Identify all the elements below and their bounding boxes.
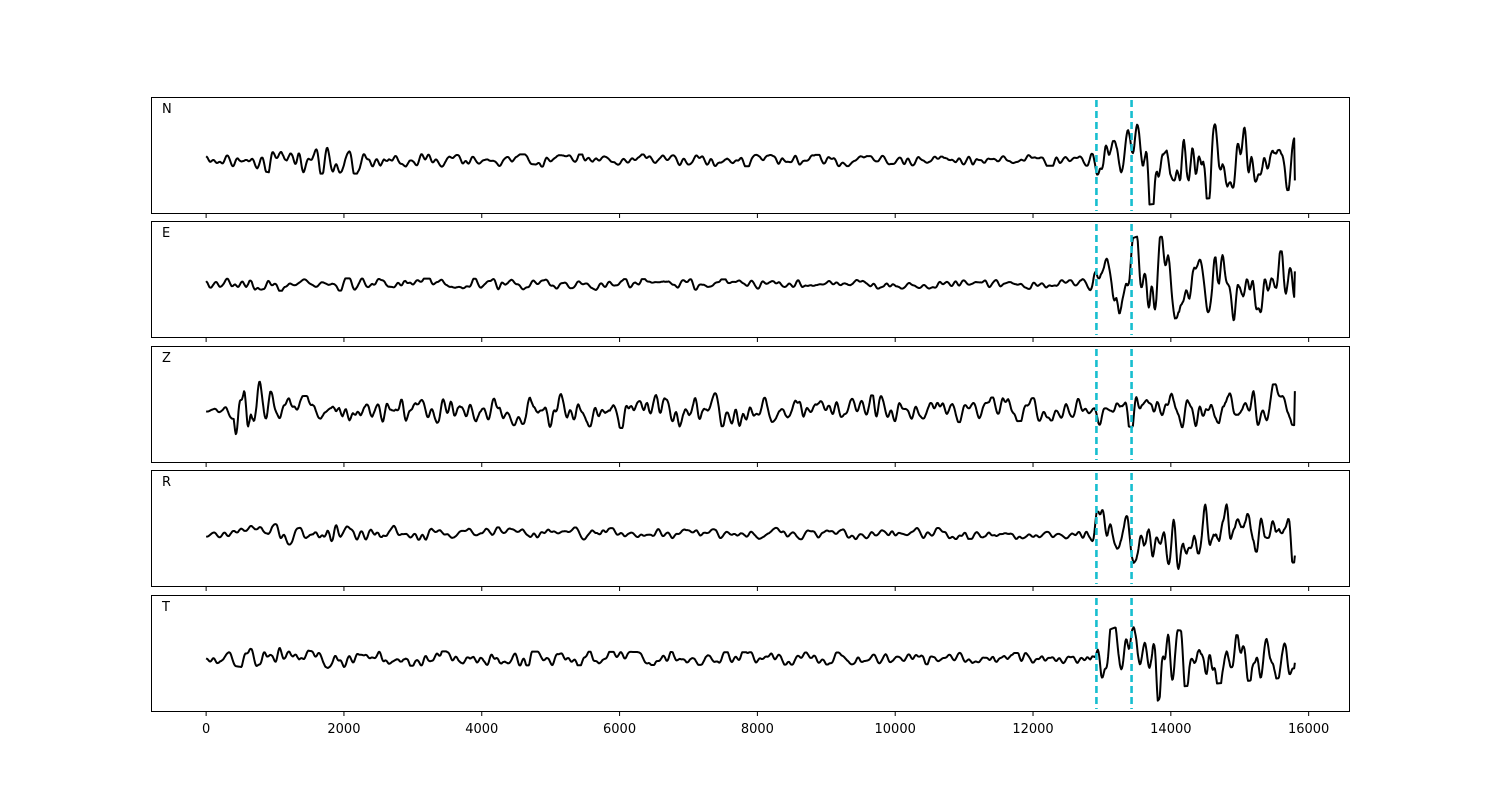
x-tick-label: 14000 <box>1150 722 1191 737</box>
channel-label: Z <box>162 351 171 366</box>
x-tick-labels: 0 2000 4000 6000 8000 10000 12000 14000 16000 <box>202 722 1329 737</box>
x-tick-label: 10000 <box>875 722 916 737</box>
waveform-z <box>205 380 1296 436</box>
x-tick-label: 4000 <box>465 722 498 737</box>
x-tick-label: 8000 <box>741 722 774 737</box>
axes-frame <box>151 595 1350 712</box>
channel-label: R <box>162 475 171 490</box>
x-tick-label: 16000 <box>1288 722 1329 737</box>
waveform-n <box>205 123 1296 206</box>
waveform-e <box>205 235 1296 322</box>
axes-frame <box>151 97 1350 214</box>
x-tick-label: 6000 <box>603 722 636 737</box>
channel-label: E <box>162 226 170 241</box>
panel-z: Z <box>151 346 1350 467</box>
channel-label: T <box>161 600 170 615</box>
panel-r: R <box>151 470 1350 591</box>
panel-e: E <box>151 221 1350 342</box>
x-tick-label: 2000 <box>327 722 360 737</box>
panel-t: T <box>151 595 1350 716</box>
x-tick-label: 0 <box>202 722 210 737</box>
waveform-t <box>205 626 1296 702</box>
waveform-r <box>205 503 1296 571</box>
axes-frame <box>151 221 1350 338</box>
axes-frame <box>151 470 1350 587</box>
x-tick-label: 12000 <box>1012 722 1053 737</box>
axes-frame <box>151 346 1350 463</box>
channel-label: N <box>162 102 172 117</box>
panel-n: N <box>151 97 1350 218</box>
